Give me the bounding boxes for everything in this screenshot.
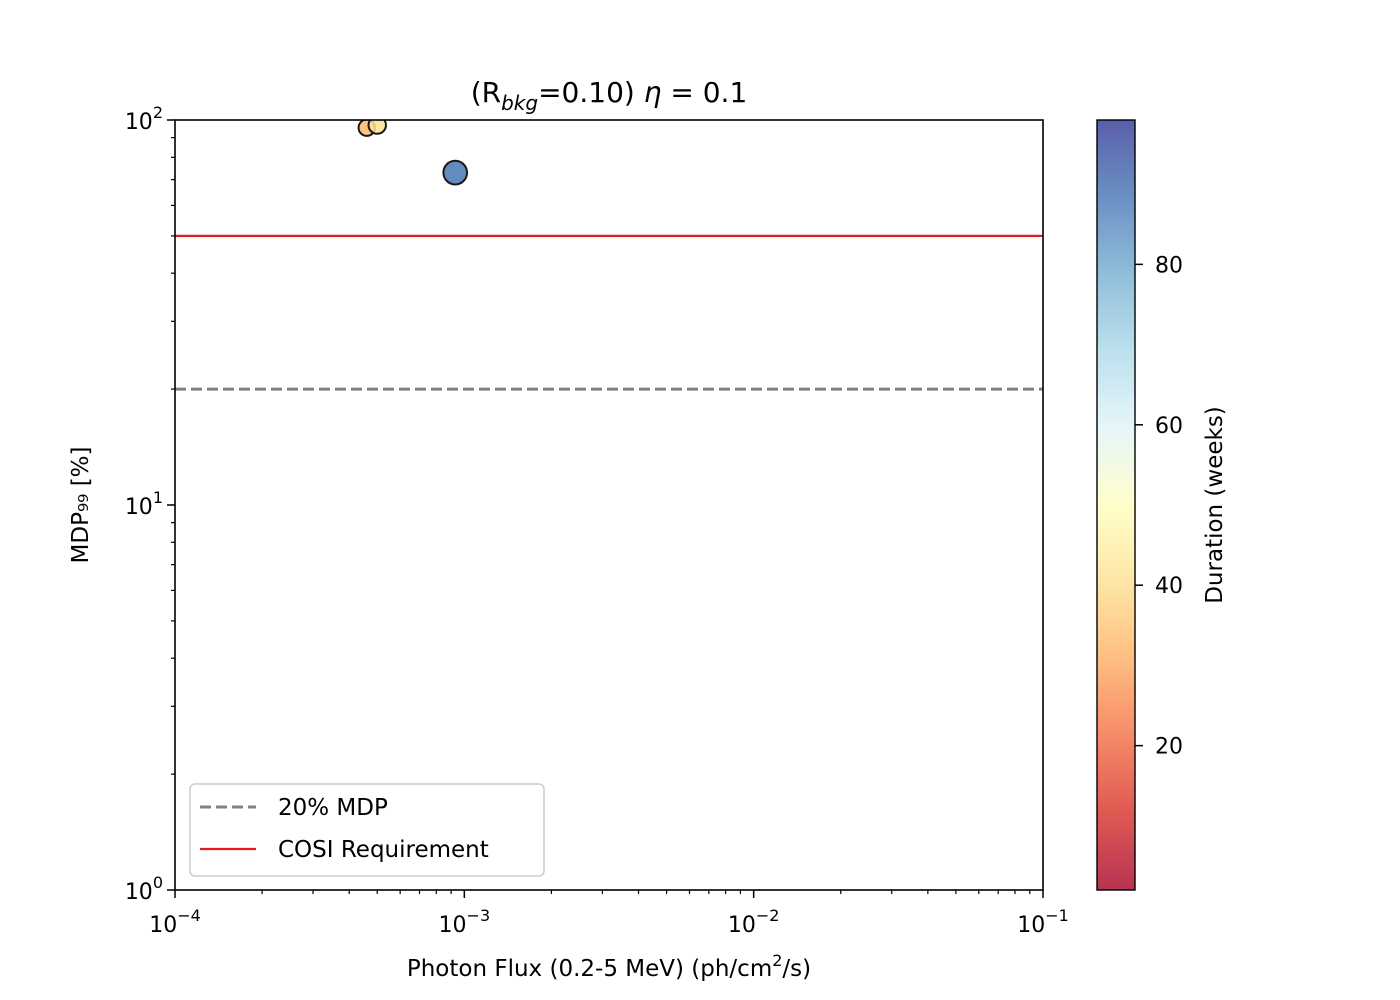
chart-title: (Rbkg=0.10) η = 0.1 <box>471 76 748 115</box>
y-axis-label: MDP₉₉ [%] <box>68 447 94 564</box>
y-axis-ticks: 100 101 102 <box>125 103 175 905</box>
legend-box <box>189 783 545 877</box>
colorbar-tick-label: 80 <box>1155 253 1183 278</box>
x-tick-label: 10−1 <box>1017 906 1069 938</box>
colorbar: 20 40 60 80 Duration (weeks) <box>1096 119 1228 891</box>
scatter-points <box>357 120 469 186</box>
plot-area <box>175 120 1043 890</box>
x-tick-label: 10−2 <box>728 906 780 938</box>
colorbar-tick-label: 40 <box>1155 574 1183 599</box>
colorbar-gradient <box>1096 119 1136 891</box>
colorbar-ticks: 20 40 60 80 <box>1135 253 1183 760</box>
colorbar-tick-label: 60 <box>1155 414 1183 439</box>
colorbar-tick-label: 20 <box>1155 735 1183 760</box>
y-tick-label: 101 <box>125 488 163 520</box>
x-tick-label: 10−4 <box>149 906 201 938</box>
legend-label-cosi-requirement: COSI Requirement <box>278 837 489 863</box>
x-tick-label: 10−3 <box>439 906 491 938</box>
x-axis-label: Photon Flux (0.2-5 MeV) (ph/cm2/s) <box>407 951 811 982</box>
legend: 20% MDP COSI Requirement <box>189 783 545 877</box>
legend-label-20pct-mdp: 20% MDP <box>278 795 388 821</box>
colorbar-label: Duration (weeks) <box>1202 406 1228 604</box>
data-point-3 <box>442 159 469 186</box>
data-point-2 <box>367 120 387 135</box>
reference-lines <box>175 234 1043 391</box>
y-tick-label: 102 <box>125 103 163 135</box>
x-axis-ticks: 10−4 10−3 10−2 10−1 <box>149 890 1069 938</box>
y-tick-label: 100 <box>125 873 163 905</box>
